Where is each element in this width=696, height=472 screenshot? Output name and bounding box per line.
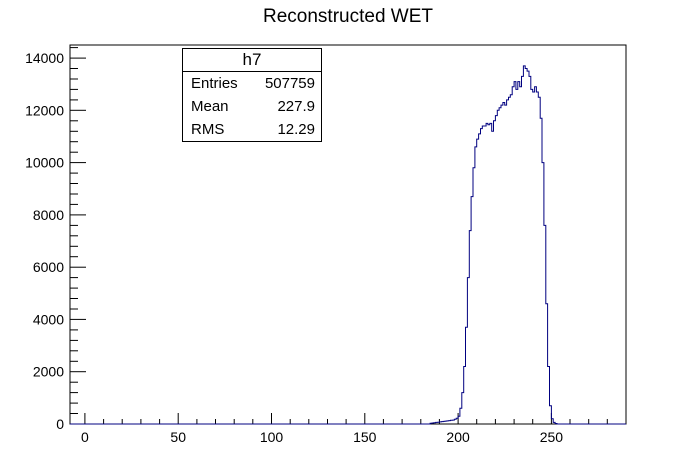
y-tick-label: 0 bbox=[56, 416, 64, 432]
histogram-line bbox=[70, 65, 626, 425]
y-tick-label: 2000 bbox=[33, 364, 64, 380]
y-tick-label: 14000 bbox=[25, 50, 64, 66]
x-tick-label: 0 bbox=[81, 429, 89, 445]
stats-rms-label: RMS bbox=[191, 121, 225, 138]
x-tick-label: 150 bbox=[353, 429, 377, 445]
x-axis: 0 50 100 150 200 250 bbox=[81, 413, 627, 445]
stats-box: h7 Entries 507759 Mean 227.9 RMS 12.29 bbox=[182, 48, 322, 142]
x-tick-label: 250 bbox=[540, 429, 564, 445]
y-tick-label: 8000 bbox=[33, 207, 64, 223]
x-tick-label: 50 bbox=[170, 429, 186, 445]
y-axis: 0 2000 4000 6000 8000 10000 12000 14000 bbox=[25, 47, 86, 432]
y-tick-label: 10000 bbox=[25, 155, 64, 171]
stats-rms-row: RMS 12.29 bbox=[183, 118, 321, 141]
stats-entries-row: Entries 507759 bbox=[183, 72, 321, 95]
stats-mean-value: 227.9 bbox=[277, 98, 315, 115]
stats-histogram-name: h7 bbox=[183, 49, 321, 72]
x-tick-label: 200 bbox=[446, 429, 470, 445]
y-tick-label: 12000 bbox=[25, 102, 64, 118]
stats-entries-value: 507759 bbox=[264, 75, 315, 92]
x-tick-label: 100 bbox=[260, 429, 284, 445]
stats-mean-label: Mean bbox=[191, 98, 229, 115]
y-tick-label: 4000 bbox=[33, 311, 64, 327]
y-tick-label: 6000 bbox=[33, 259, 64, 275]
plot-frame bbox=[69, 44, 627, 425]
chart-title: Reconstructed WET bbox=[263, 6, 433, 27]
stats-entries-label: Entries bbox=[191, 75, 238, 92]
stats-rms-value: 12.29 bbox=[277, 121, 315, 138]
stats-mean-row: Mean 227.9 bbox=[183, 95, 321, 118]
